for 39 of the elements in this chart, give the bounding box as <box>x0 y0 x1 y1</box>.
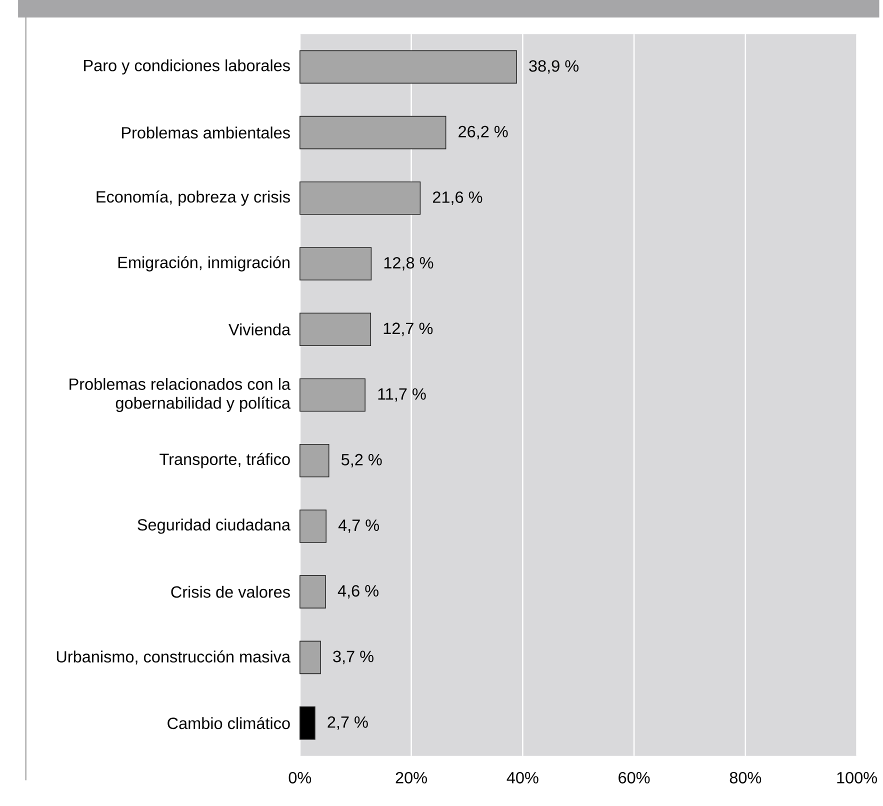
data-label: 26,2 % <box>458 126 508 140</box>
y-tick-label: Seguridad ciudadana <box>138 518 291 534</box>
bar <box>300 640 321 674</box>
x-tick-label: 80% <box>730 772 762 784</box>
data-label: 12,7 % <box>384 322 433 336</box>
x-tick-label: 20% <box>396 772 427 784</box>
y-tick-label: Cambio climático <box>168 717 290 730</box>
y-tick-label: Transporte, tráfico <box>160 453 290 468</box>
bar <box>300 50 517 84</box>
y-tick-label: Urbanismo, construcción masiva <box>56 650 291 665</box>
bar <box>300 312 372 346</box>
bar <box>300 378 366 412</box>
y-tick-label: Paro y condiciones laborales <box>84 60 290 75</box>
x-tick-label: 100% <box>837 772 877 784</box>
data-label: 3,7 % <box>333 650 374 664</box>
bar <box>300 444 330 478</box>
data-label: 12,8 % <box>384 257 434 271</box>
bar <box>300 575 326 609</box>
data-label: 4,7 % <box>338 520 380 534</box>
data-label: 11,7 % <box>378 388 426 402</box>
data-label: 2,7 % <box>328 716 368 730</box>
data-label: 5,2 % <box>341 454 382 468</box>
x-tick-label: 40% <box>506 772 538 784</box>
y-tick-label: Vivienda <box>228 324 291 336</box>
data-label: 21,6 % <box>432 192 482 206</box>
data-label: 4,6 % <box>338 585 378 599</box>
x-tick-label: 60% <box>618 772 650 784</box>
y-tick-label: Problemas relacionados con la gobernabilidad y política <box>70 378 290 412</box>
data-label: 38,9 % <box>529 60 579 74</box>
bar <box>300 116 446 150</box>
bar <box>300 247 372 281</box>
y-tick-label: Problemas ambientales <box>122 126 290 139</box>
y-tick-label: Emigración, inmigración <box>118 256 290 272</box>
y-tick-label: Economía, pobreza y crisis <box>96 190 290 206</box>
x-tick-label: 0% <box>288 772 312 784</box>
bar <box>300 706 316 740</box>
bar <box>300 182 421 216</box>
y-tick-label: Crisis de valores <box>171 586 290 598</box>
bar <box>300 510 326 544</box>
